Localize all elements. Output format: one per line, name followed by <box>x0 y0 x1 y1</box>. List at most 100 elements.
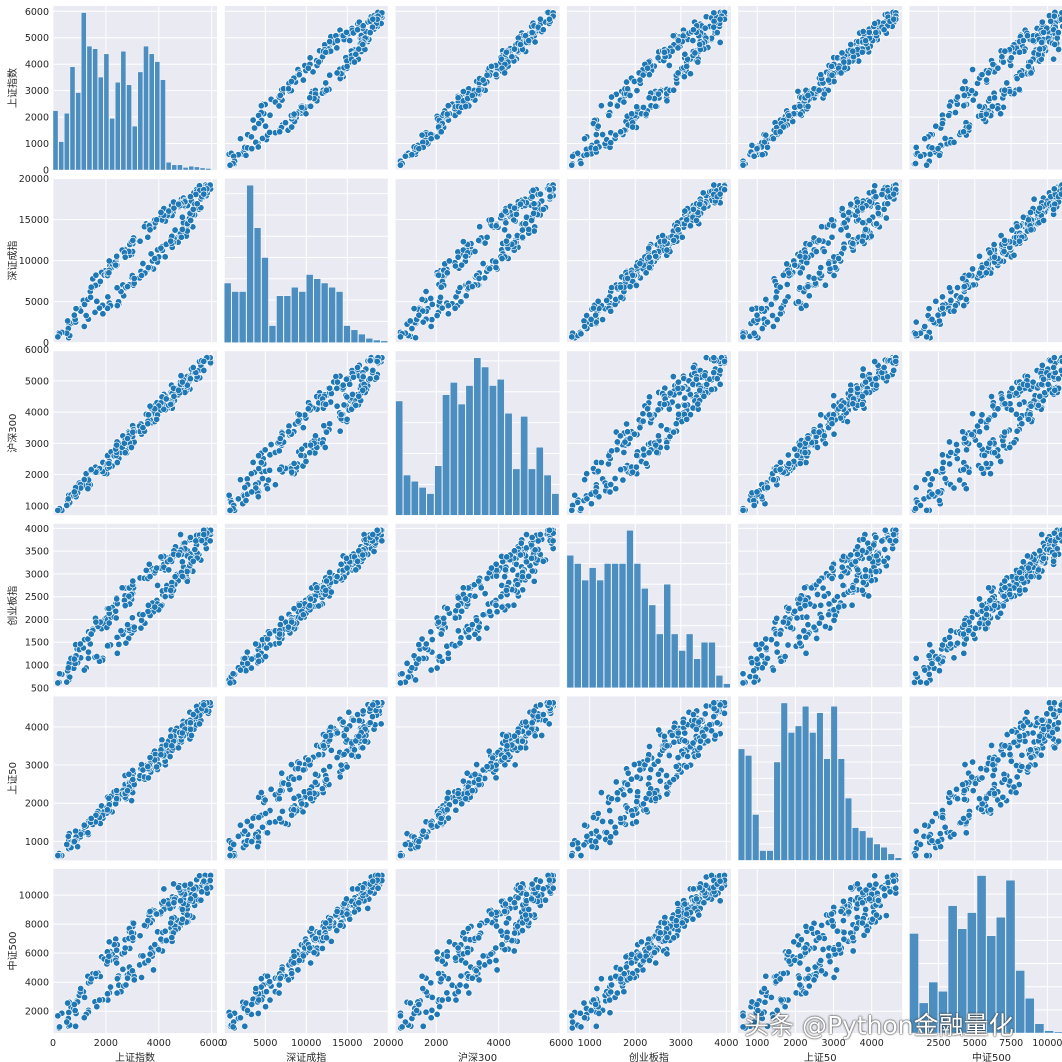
scatter-point <box>144 420 152 428</box>
scatter-point <box>322 79 330 87</box>
scatter-point <box>884 200 892 208</box>
y-tick-label: 1500 <box>25 638 49 649</box>
scatter-point <box>113 302 121 310</box>
scatter-point <box>994 405 1002 413</box>
scatter-point <box>255 452 263 460</box>
scatter-point <box>248 145 256 153</box>
scatter-point <box>342 375 350 383</box>
scatter-point <box>960 128 968 136</box>
scatter-point <box>838 205 846 213</box>
scatter-point <box>960 302 968 310</box>
scatter-point <box>82 312 90 320</box>
scatter-point <box>276 128 284 136</box>
scatter-point <box>938 451 946 459</box>
scatter-point <box>124 621 132 629</box>
scatter-point <box>804 91 812 99</box>
hist-bar <box>358 333 366 343</box>
scatter-point <box>716 380 724 388</box>
scatter-point <box>479 260 487 268</box>
scatter-point <box>873 220 881 228</box>
scatter-point <box>976 252 984 260</box>
scatter-point <box>884 373 892 381</box>
scatter-point <box>144 233 152 241</box>
scatter-point <box>1016 237 1024 245</box>
scatter-point <box>304 64 312 72</box>
hist-bar <box>442 394 450 516</box>
scatter-point <box>337 560 345 568</box>
scatter-point <box>935 497 943 505</box>
scatter-point <box>1029 378 1037 386</box>
scatter-point <box>433 312 441 320</box>
scatter-point <box>946 460 954 468</box>
scatter-point <box>862 378 870 386</box>
scatter-point <box>607 307 615 315</box>
scatter-point <box>1057 190 1062 198</box>
scatter-point <box>428 636 436 644</box>
scatter-point <box>769 476 777 484</box>
scatter-point <box>753 488 761 496</box>
scatter-point <box>785 112 793 120</box>
scatter-point <box>681 394 689 402</box>
scatter-point <box>633 451 641 459</box>
scatter-point <box>226 679 234 687</box>
scatter-point <box>113 595 121 603</box>
scatter-point <box>871 182 879 190</box>
scatter-point <box>796 110 804 118</box>
scatter-point <box>248 655 256 663</box>
scatter-point <box>947 296 955 304</box>
scatter-point <box>853 198 861 206</box>
scatter-point <box>127 443 135 451</box>
scatter-point <box>476 223 484 231</box>
scatter-point <box>354 26 362 34</box>
scatter-point <box>645 411 653 419</box>
scatter-point <box>812 248 820 256</box>
scatter-point <box>437 283 445 291</box>
scatter-point <box>987 470 995 478</box>
scatter-point <box>502 48 510 56</box>
hist-bar <box>321 282 329 343</box>
scatter-point <box>739 333 747 341</box>
scatter-point <box>1050 364 1058 372</box>
scatter-point <box>583 470 591 478</box>
scatter-point <box>945 102 953 110</box>
scatter-point <box>157 208 165 216</box>
hist-bar <box>239 291 247 343</box>
scatter-point <box>777 304 785 312</box>
scatter-point <box>594 467 602 475</box>
scatter-point <box>408 325 416 333</box>
hist-bar <box>450 382 458 516</box>
scatter-point <box>599 316 607 324</box>
scatter-point <box>153 564 161 572</box>
scatter-point <box>113 633 121 641</box>
scatter-point <box>178 572 186 580</box>
scatter-point <box>84 485 92 493</box>
scatter-point <box>406 317 414 325</box>
scatter-point <box>276 621 284 629</box>
scatter-point <box>501 226 509 234</box>
scatter-point <box>514 580 522 588</box>
scatter-point <box>660 237 668 245</box>
scatter-point <box>295 71 303 79</box>
scatter-point <box>750 152 758 160</box>
scatter-point <box>459 238 467 246</box>
y-tick-label: 2000 <box>25 470 49 481</box>
scatter-point <box>398 670 406 678</box>
scatter-point <box>105 269 113 277</box>
scatter-point <box>266 111 274 119</box>
scatter-point <box>829 222 837 230</box>
scatter-point <box>1016 400 1024 408</box>
y-tick-label: 6000 <box>25 7 49 18</box>
scatter-point <box>674 378 682 386</box>
scatter-point <box>454 627 462 635</box>
scatter-point <box>322 48 330 56</box>
scatter-point <box>492 71 500 79</box>
hist-bar <box>86 45 93 171</box>
hist-bar <box>120 51 127 171</box>
scatter-point <box>716 15 724 23</box>
scatter-point <box>583 151 591 159</box>
panel-1-5 <box>909 178 1062 344</box>
scatter-point <box>674 226 682 234</box>
scatter-point <box>859 372 867 380</box>
scatter-point <box>825 76 833 84</box>
